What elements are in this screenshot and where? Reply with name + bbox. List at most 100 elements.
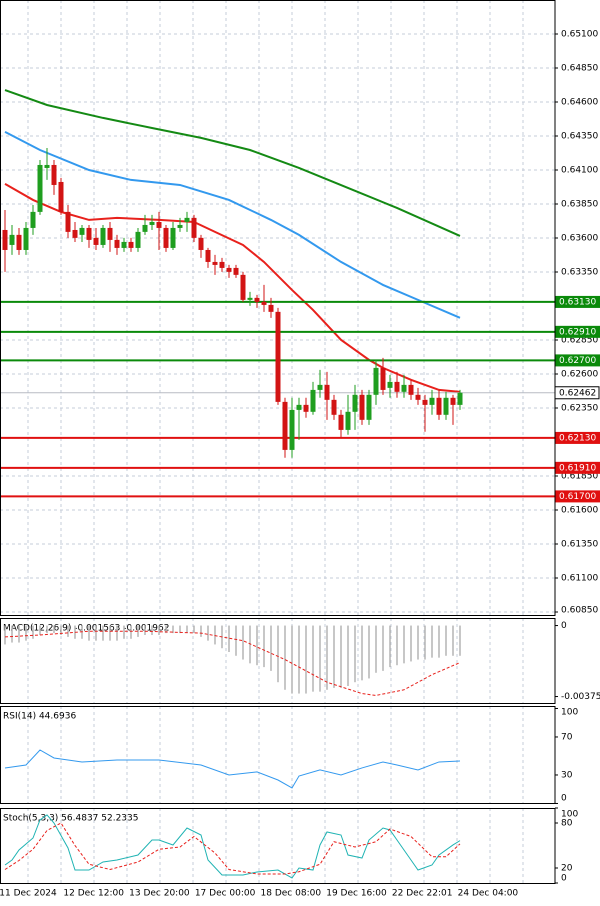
x-tick-label: 11 Dec 2024 — [0, 889, 57, 899]
candle-body — [191, 217, 197, 238]
candle-body — [72, 229, 78, 238]
candle-body — [156, 221, 162, 228]
level-label-box — [555, 461, 600, 474]
indicator-line — [4, 89, 461, 237]
candle-body — [401, 384, 407, 392]
candle-body — [30, 211, 36, 228]
level-label: 0.62700 — [559, 356, 596, 366]
y-tick-label: 0.61100 — [561, 574, 598, 584]
y-tick-label: 0 — [561, 794, 567, 804]
candle-body — [275, 311, 281, 402]
y-tick-label: 0.64850 — [561, 64, 598, 74]
candle-body — [170, 227, 176, 248]
panel-border — [0, 0, 556, 616]
y-tick-label: -0.003758 — [561, 692, 600, 702]
candle-body — [317, 384, 323, 390]
y-tick-label: 0.63600 — [561, 234, 598, 244]
candle-body — [212, 261, 218, 265]
candle-body — [366, 394, 372, 420]
candle-body — [282, 401, 288, 450]
candle-body — [268, 304, 274, 312]
candle-body — [198, 237, 204, 250]
candle-body — [345, 411, 351, 430]
panel-border — [0, 808, 556, 884]
indicator-line — [4, 822, 461, 875]
candle-body — [58, 181, 64, 212]
level-label: 0.62130 — [559, 433, 596, 443]
y-tick-label: 0.60850 — [561, 606, 598, 616]
candle-body — [16, 234, 22, 250]
y-tick-label: 20 — [561, 864, 573, 874]
candle-body — [219, 261, 225, 268]
candle-body — [352, 394, 358, 412]
indicator-title: Stoch(5,3,3) 56.4837 52.2335 — [3, 814, 138, 824]
y-tick-label: 0.62850 — [561, 336, 598, 346]
level-label-box — [555, 431, 600, 444]
indicator-line — [4, 814, 461, 879]
level-label-box — [555, 354, 600, 367]
candle-body — [86, 227, 92, 240]
indicator-title: MACD(12,26,9) -0.001563 -0.001962 — [3, 624, 169, 634]
y-tick-label: 0.63350 — [561, 268, 598, 278]
level-label: 0.63130 — [559, 297, 596, 307]
level-label: 0.61700 — [559, 492, 596, 502]
indicator-line — [4, 749, 461, 789]
candle-body — [254, 297, 260, 302]
candle-body — [100, 227, 106, 245]
candle-body — [408, 384, 414, 395]
x-tick-label: 12 Dec 12:00 — [63, 889, 124, 899]
candle-body — [240, 274, 246, 300]
candle-body — [107, 227, 113, 240]
candle-body — [135, 231, 141, 248]
candle-body — [373, 367, 379, 395]
candle-body — [149, 221, 155, 225]
y-tick-label: 0.62350 — [561, 404, 598, 414]
y-tick-label: 100 — [561, 708, 578, 718]
y-tick-label: 100 — [561, 810, 578, 820]
y-tick-label: 0.62600 — [561, 370, 598, 380]
candle-body — [261, 301, 267, 305]
candle-body — [359, 394, 365, 420]
x-tick-label: 24 Dec 04:00 — [458, 889, 519, 899]
y-tick-label: 80 — [561, 819, 573, 829]
indicator-title: RSI(14) 44.6936 — [3, 712, 76, 722]
candle-body — [128, 241, 134, 248]
indicator-line — [4, 183, 461, 393]
candle-body — [450, 397, 456, 405]
x-tick-label: 22 Dec 22:01 — [392, 889, 453, 899]
y-tick-label: 0.65100 — [561, 30, 598, 40]
level-label: 0.61910 — [559, 463, 596, 473]
candle-body — [303, 404, 309, 412]
candle-body — [387, 381, 393, 388]
panel-border — [0, 706, 556, 804]
x-tick-label: 18 Dec 08:00 — [261, 889, 322, 899]
candle-body — [324, 384, 330, 400]
candle-body — [310, 389, 316, 412]
candle-body — [177, 224, 183, 228]
candle-body — [23, 227, 29, 250]
x-tick-label: 13 Dec 20:00 — [129, 889, 190, 899]
candle-body — [415, 394, 421, 400]
level-label-box — [555, 490, 600, 503]
candle-body — [436, 397, 442, 415]
candle-body — [93, 237, 99, 245]
candle-body — [394, 381, 400, 392]
candle-body — [422, 399, 428, 405]
candle-body — [457, 392, 463, 405]
y-tick-label: 0.64600 — [561, 98, 598, 108]
candle-body — [296, 404, 302, 410]
y-tick-label: 0.61850 — [561, 472, 598, 482]
candle-body — [184, 217, 190, 222]
candle-body — [2, 229, 8, 250]
candle-body — [380, 367, 386, 390]
candle-body — [114, 239, 120, 248]
candle-body — [9, 234, 15, 245]
candle-body — [247, 297, 253, 300]
y-tick-label: 30 — [561, 770, 573, 780]
candle-body — [289, 409, 295, 450]
candle-body — [121, 241, 127, 248]
y-tick-label: 0 — [561, 874, 567, 884]
panel-border — [0, 618, 556, 704]
level-label-box — [555, 325, 600, 338]
